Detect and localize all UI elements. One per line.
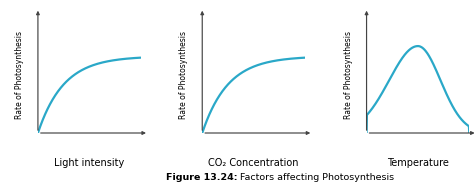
Text: Light intensity: Light intensity [54, 158, 124, 169]
Text: Rate of Photosynthesis: Rate of Photosynthesis [344, 31, 353, 119]
Text: Factors affecting Photosynthesis: Factors affecting Photosynthesis [237, 173, 394, 182]
Text: Temperature: Temperature [387, 158, 449, 169]
Text: Figure 13.24:: Figure 13.24: [165, 173, 237, 182]
Text: Rate of Photosynthesis: Rate of Photosynthesis [15, 31, 24, 119]
Text: CO₂ Concentration: CO₂ Concentration [209, 158, 299, 169]
Text: Rate of Photosynthesis: Rate of Photosynthesis [179, 31, 188, 119]
